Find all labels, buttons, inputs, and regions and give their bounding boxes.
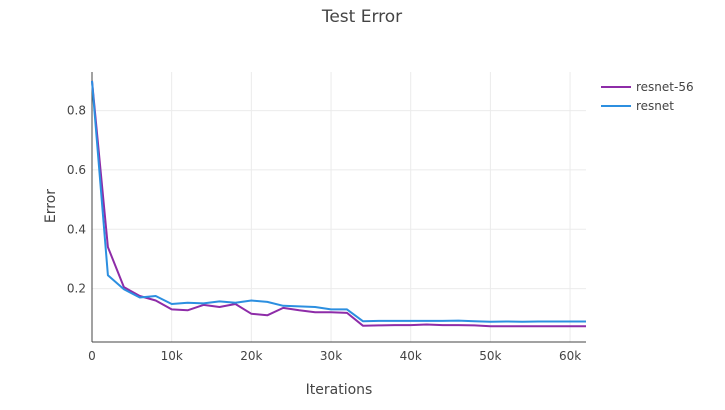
- grid: [92, 72, 586, 342]
- x-tick-label: 50k: [479, 349, 501, 363]
- y-tick-label: 0.4: [67, 222, 86, 236]
- legend-label: resnet: [636, 99, 674, 113]
- legend-item-resnet-56[interactable]: resnet-56: [601, 80, 694, 94]
- series-line-resnet-56: [91, 80, 586, 328]
- y-tick-label: 0.8: [67, 104, 86, 118]
- x-tick-label: 0: [88, 349, 96, 363]
- x-axis-label: Iterations: [306, 382, 373, 398]
- series-lines: [91, 80, 586, 328]
- x-tick-label: 40k: [400, 349, 422, 363]
- y-axis-ticks: 0.2 0.4 0.6 0.8: [67, 104, 86, 296]
- x-tick-label: 60k: [559, 349, 581, 363]
- x-axis-ticks: 0 10k 20k 30k 40k 50k 60k: [88, 349, 581, 363]
- x-tick-label: 20k: [240, 349, 262, 363]
- y-tick-label: 0.2: [67, 282, 86, 296]
- axes: [91, 72, 586, 343]
- x-tick-label: 10k: [161, 349, 183, 363]
- y-axis-label: Error: [43, 189, 59, 223]
- y-tick-label: 0.6: [67, 163, 86, 177]
- x-tick-label: 30k: [320, 349, 342, 363]
- chart-title: Test Error: [321, 7, 402, 27]
- series-line-resnet: [91, 80, 586, 323]
- legend-label: resnet-56: [636, 80, 694, 94]
- legend-item-resnet[interactable]: resnet: [601, 99, 674, 113]
- legend[interactable]: resnet-56 resnet: [601, 80, 694, 113]
